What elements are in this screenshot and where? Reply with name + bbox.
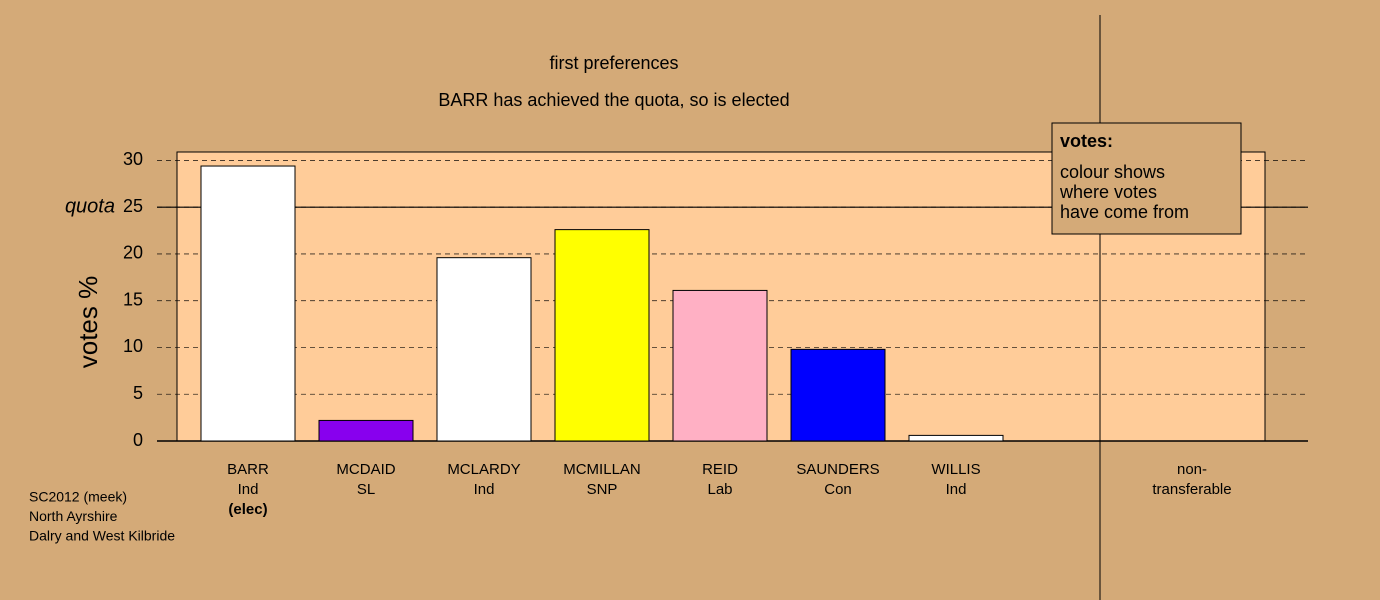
x-tick-sublabel: Ind	[238, 481, 259, 498]
footnote: Dalry and West Kilbride	[29, 528, 175, 544]
chart-title: first preferences	[549, 53, 678, 73]
x-tick-sublabel: transferable	[1152, 481, 1231, 498]
legend-title: votes:	[1060, 131, 1113, 151]
x-tick-label: REID	[702, 461, 738, 478]
bar	[554, 229, 650, 442]
x-tick-note: (elec)	[228, 501, 267, 518]
legend-line: have come from	[1060, 202, 1189, 222]
bar	[672, 289, 768, 442]
y-tick-label: 20	[123, 243, 143, 263]
x-tick-label: MCDAID	[336, 461, 395, 478]
x-tick-label: SAUNDERS	[796, 461, 879, 478]
footnote: SC2012 (meek)	[29, 489, 127, 505]
legend-line: where votes	[1059, 182, 1157, 202]
bar	[318, 419, 414, 442]
x-tick-label: BARR	[227, 461, 269, 478]
x-tick-label: WILLIS	[931, 461, 980, 478]
y-tick-label: 0	[133, 430, 143, 450]
y-axis-label: votes %	[73, 276, 103, 369]
x-tick-sublabel: Lab	[707, 481, 732, 498]
y-tick-label: 30	[123, 149, 143, 169]
bar	[790, 348, 886, 442]
bar	[908, 434, 1004, 442]
y-tick-label: 10	[123, 336, 143, 356]
x-tick-sublabel: Ind	[946, 481, 967, 498]
bar	[436, 257, 532, 442]
x-tick-sublabel: SNP	[587, 481, 618, 498]
legend-box	[1051, 122, 1242, 235]
x-tick-sublabel: Con	[824, 481, 852, 498]
x-tick-label: MCLARDY	[447, 461, 520, 478]
quota-label: quota	[65, 195, 115, 217]
y-tick-label: 5	[133, 383, 143, 403]
y-tick-label: 15	[123, 289, 143, 309]
legend-line: colour shows	[1060, 162, 1165, 182]
x-tick-label: MCMILLAN	[563, 461, 641, 478]
footnote: North Ayrshire	[29, 508, 118, 524]
chart-subtitle: BARR has achieved the quota, so is elect…	[438, 90, 789, 110]
x-tick-sublabel: SL	[357, 481, 375, 498]
y-tick-label: 25	[123, 196, 143, 216]
x-tick-sublabel: Ind	[474, 481, 495, 498]
x-tick-label: non-	[1177, 461, 1207, 478]
bar	[200, 165, 296, 442]
